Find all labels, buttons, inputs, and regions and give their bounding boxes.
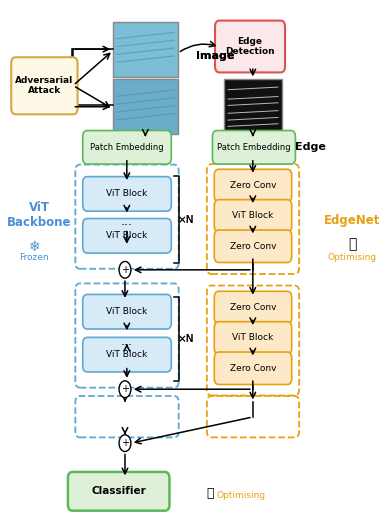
Text: Zero Conv: Zero Conv	[230, 364, 276, 373]
Text: Adversarial
Attack: Adversarial Attack	[15, 76, 73, 96]
Text: 🔥: 🔥	[348, 237, 356, 251]
Text: Patch Embedding: Patch Embedding	[217, 143, 291, 152]
Text: ViT Block: ViT Block	[107, 232, 147, 240]
FancyBboxPatch shape	[214, 352, 292, 384]
FancyBboxPatch shape	[214, 169, 292, 202]
FancyBboxPatch shape	[68, 472, 169, 511]
FancyBboxPatch shape	[83, 176, 171, 211]
Text: Classifier: Classifier	[91, 486, 146, 496]
Text: ❄: ❄	[29, 240, 40, 254]
FancyBboxPatch shape	[83, 218, 171, 253]
Text: Patch Embedding: Patch Embedding	[90, 143, 164, 152]
Text: ×N: ×N	[178, 334, 195, 344]
FancyBboxPatch shape	[113, 79, 178, 134]
Circle shape	[119, 381, 131, 397]
Text: Optimising: Optimising	[217, 491, 266, 500]
FancyBboxPatch shape	[214, 230, 292, 262]
Text: +: +	[121, 384, 129, 394]
FancyBboxPatch shape	[83, 131, 171, 164]
Text: Zero Conv: Zero Conv	[230, 181, 276, 190]
FancyBboxPatch shape	[214, 322, 292, 354]
Text: Image: Image	[196, 51, 235, 61]
FancyBboxPatch shape	[212, 131, 295, 164]
Text: Image: Image	[196, 51, 235, 61]
Text: ViT Block: ViT Block	[107, 307, 147, 316]
FancyBboxPatch shape	[83, 338, 171, 372]
Text: EdgeNet: EdgeNet	[324, 214, 380, 227]
Text: ViT Block: ViT Block	[107, 350, 147, 359]
Text: +: +	[121, 265, 129, 275]
FancyBboxPatch shape	[113, 22, 178, 77]
FancyBboxPatch shape	[215, 20, 285, 72]
Text: ...: ...	[121, 334, 133, 348]
FancyBboxPatch shape	[224, 79, 282, 134]
Circle shape	[119, 261, 131, 278]
Text: ×N: ×N	[178, 215, 195, 225]
Text: ×N: ×N	[178, 334, 195, 344]
Circle shape	[119, 435, 131, 452]
Text: Edge: Edge	[295, 142, 325, 152]
Text: ViT Block: ViT Block	[107, 190, 147, 198]
Text: 🔥: 🔥	[207, 487, 214, 500]
Text: ×N: ×N	[178, 215, 195, 225]
Text: ViT Block: ViT Block	[232, 333, 274, 342]
Text: Zero Conv: Zero Conv	[230, 242, 276, 251]
Text: +: +	[121, 438, 129, 448]
FancyBboxPatch shape	[214, 291, 292, 324]
FancyBboxPatch shape	[11, 57, 78, 114]
Text: Optimising: Optimising	[328, 253, 377, 262]
Text: Zero Conv: Zero Conv	[230, 303, 276, 312]
FancyBboxPatch shape	[214, 200, 292, 232]
FancyBboxPatch shape	[83, 295, 171, 329]
Text: ViT
Backbone: ViT Backbone	[7, 202, 71, 229]
Text: Frozen: Frozen	[19, 253, 49, 262]
Text: ViT Block: ViT Block	[232, 212, 274, 220]
Text: Edge
Detection: Edge Detection	[225, 37, 275, 56]
Text: ...: ...	[121, 215, 133, 228]
